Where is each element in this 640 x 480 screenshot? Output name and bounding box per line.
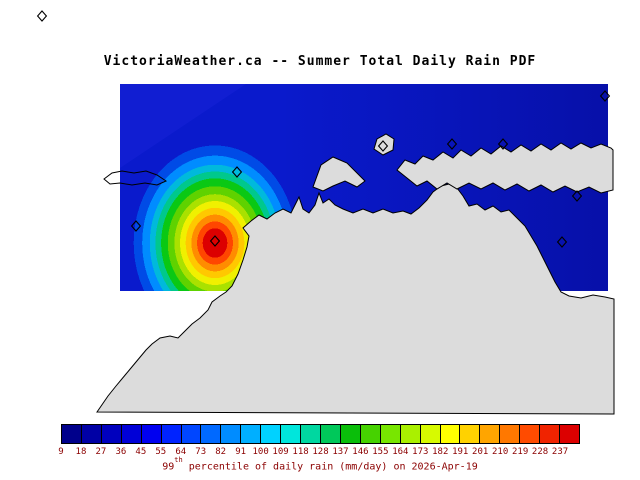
colorbar-segment bbox=[480, 425, 501, 443]
landmass-south bbox=[96, 183, 615, 415]
colorbar-segment bbox=[520, 425, 541, 443]
station-markers bbox=[36, 10, 611, 248]
colorbar-segment bbox=[301, 425, 321, 443]
island-small bbox=[373, 133, 395, 156]
plot-title: VictoriaWeather.ca -- Summer Total Daily… bbox=[103, 54, 537, 69]
colorbar-segment bbox=[81, 425, 102, 443]
colorbar-segment bbox=[181, 425, 202, 443]
colorbar-segment bbox=[141, 425, 162, 443]
colorbar-segment bbox=[121, 425, 142, 443]
colorbar-segment bbox=[340, 425, 361, 443]
land-masses bbox=[96, 133, 615, 415]
station-marker-diamond bbox=[377, 140, 389, 152]
colorbar-segment bbox=[62, 425, 82, 443]
colorbar-segment bbox=[261, 425, 282, 443]
colorbar-tick: 191 bbox=[452, 447, 469, 457]
colorbar-tick-labels: 9 18 27 36 45 55 64 73 82 91 100 109 118 128 137 146 155… bbox=[58, 447, 580, 458]
colorbar-tick: 73 bbox=[195, 447, 207, 457]
colorbar-tick: 155 bbox=[372, 447, 389, 457]
colorbar-segment bbox=[440, 425, 461, 443]
colorbar-tick: 82 bbox=[215, 447, 227, 457]
colorbar-tick: 146 bbox=[352, 447, 369, 457]
colorbar-tick: 182 bbox=[432, 447, 449, 457]
colorbar-tick: 27 bbox=[95, 447, 107, 457]
colorbar-tick: 237 bbox=[551, 447, 569, 457]
island-outline-west bbox=[103, 170, 168, 186]
station-marker-diamond bbox=[599, 90, 611, 102]
colorbar-segment bbox=[281, 425, 302, 443]
caption: 99th percentile of daily rain (mm/day) o… bbox=[0, 456, 640, 473]
colorbar-segment bbox=[560, 425, 579, 443]
station-marker-diamond bbox=[130, 220, 142, 232]
colorbar-segment bbox=[221, 425, 242, 443]
colorbar-tick: 9 bbox=[58, 447, 64, 457]
colorbar bbox=[61, 424, 580, 444]
station-marker-diamond bbox=[556, 236, 568, 248]
colorbar-tick: 201 bbox=[472, 447, 489, 457]
colorbar-segment bbox=[360, 425, 381, 443]
colorbar-segment bbox=[540, 425, 561, 443]
colorbar-tick: 164 bbox=[392, 447, 409, 457]
landmass-victoria-headland bbox=[312, 156, 366, 192]
caption-superscript: th bbox=[174, 456, 183, 464]
station-marker-diamond bbox=[446, 138, 458, 150]
landmass-north-coast bbox=[396, 142, 614, 194]
field-contour-shade-topleft bbox=[120, 84, 246, 168]
colorbar-tick: 36 bbox=[115, 447, 127, 457]
colorbar-segment bbox=[460, 425, 481, 443]
colorbar-tick: 18 bbox=[75, 447, 87, 457]
colorbar-segment bbox=[420, 425, 441, 443]
colorbar-tick: 45 bbox=[135, 447, 147, 457]
colorbar-segment bbox=[241, 425, 262, 443]
colorbar-segment bbox=[201, 425, 222, 443]
colorbar-segment bbox=[161, 425, 182, 443]
colorbar-segment bbox=[380, 425, 401, 443]
station-marker-diamond bbox=[231, 166, 243, 178]
colorbar-tick: 64 bbox=[175, 447, 187, 457]
station-marker-diamond bbox=[571, 190, 583, 202]
colorbar-tick: 55 bbox=[155, 447, 167, 457]
colorbar-segment bbox=[101, 425, 122, 443]
caption-text: percentile of daily rain (mm/day) on 202… bbox=[182, 461, 478, 473]
colorbar-segment bbox=[320, 425, 341, 443]
colorbar-tick: 173 bbox=[412, 447, 429, 457]
colorbar-tick: 210 bbox=[492, 447, 509, 457]
colorbar-tick: 91 bbox=[235, 447, 247, 457]
colorbar-tick: 118 bbox=[292, 447, 309, 457]
station-marker-diamond bbox=[209, 235, 221, 247]
colorbar-tick: 100 bbox=[252, 447, 269, 457]
colorbar-tick: 109 bbox=[272, 447, 289, 457]
colorbar-tick: 128 bbox=[312, 447, 329, 457]
colorbar-segment bbox=[400, 425, 421, 443]
colorbar-segment bbox=[500, 425, 521, 443]
caption-percentile-value: 99 bbox=[162, 461, 175, 473]
station-marker-diamond bbox=[497, 138, 509, 150]
colorbar-tick: 137 bbox=[332, 447, 349, 457]
station-marker-diamond bbox=[36, 10, 48, 22]
colorbar-tick: 228 bbox=[531, 447, 549, 457]
colorbar-tick: 219 bbox=[511, 447, 529, 457]
